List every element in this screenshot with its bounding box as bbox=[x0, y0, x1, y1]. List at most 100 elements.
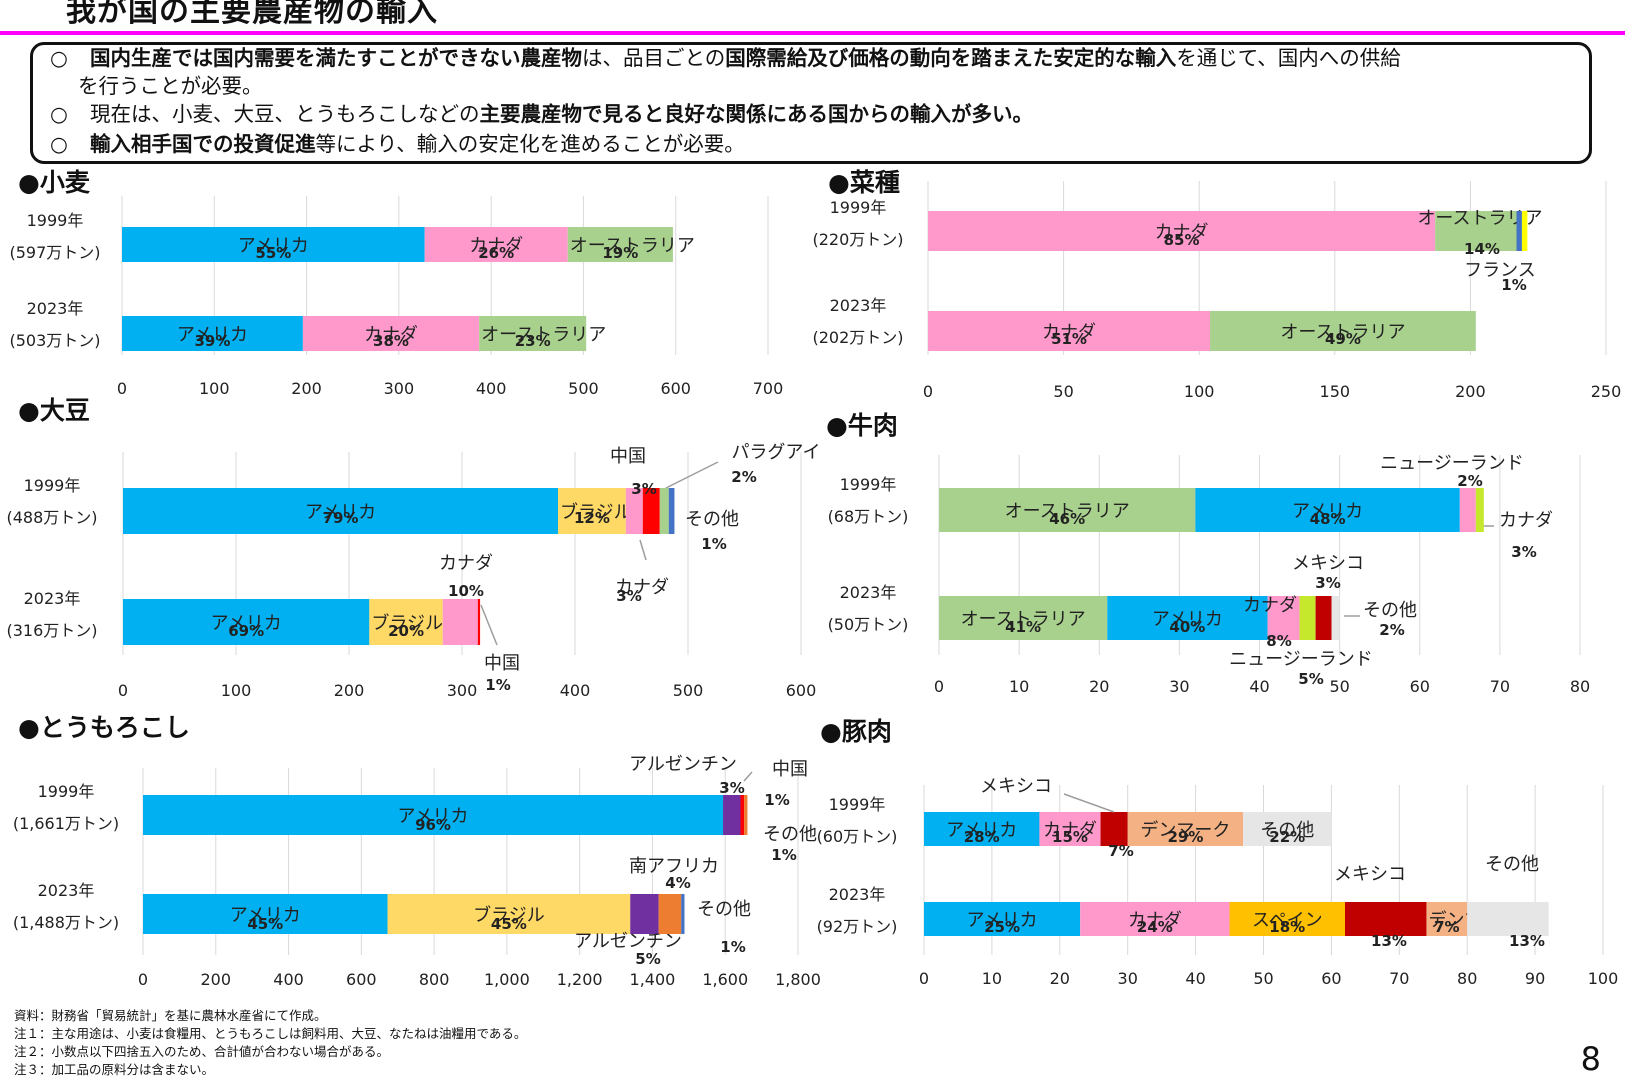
summary-line: ○ 輸入相手国での投資促進等により、輸入の安定化を進めることが必要。 bbox=[50, 130, 745, 158]
row-total-label: (68万トン) bbox=[828, 507, 909, 526]
tick-label: 300 bbox=[447, 681, 478, 700]
segment-name-label: メキシコ bbox=[980, 776, 1052, 797]
tick-label: 0 bbox=[117, 379, 127, 398]
segment-pct-label: 49% bbox=[1325, 330, 1361, 348]
leader-line bbox=[639, 539, 647, 561]
row-total-label: (597万トン) bbox=[9, 243, 100, 262]
segment-pct-label: 7% bbox=[1434, 918, 1459, 936]
segment-pct-label: 1% bbox=[771, 846, 796, 864]
segment-name-label: その他 bbox=[763, 824, 817, 845]
segment-pct-label: 45% bbox=[247, 915, 283, 933]
tick-label: 250 bbox=[1591, 382, 1622, 401]
bar-segment bbox=[1100, 812, 1128, 846]
segment-pct-label: 29% bbox=[1167, 828, 1203, 846]
bar-segment bbox=[1315, 596, 1332, 640]
tick-label: 90 bbox=[1525, 969, 1545, 988]
row-year-label: 2023年 bbox=[38, 881, 95, 900]
row-year-label: 1999年 bbox=[840, 475, 897, 494]
bar-segment bbox=[1435, 211, 1517, 251]
segment-name-label: カナダ bbox=[469, 236, 523, 257]
segment-name-label: オーストラリア bbox=[481, 325, 606, 346]
segment-pct-label: 15% bbox=[1052, 828, 1088, 846]
segment-name-label: アメリカ bbox=[397, 806, 468, 827]
bar-segment bbox=[744, 795, 748, 835]
row-year-label: 1999年 bbox=[24, 476, 81, 495]
segment-name-label: アルゼンチン bbox=[629, 754, 737, 775]
notes: 資料：財務省「貿易統計」を基に農林水産省にて作成。 注１：主な用途は、小麦は食糧… bbox=[14, 1007, 526, 1079]
segment-pct-label: 26% bbox=[478, 244, 514, 262]
segment-pct-label: 28% bbox=[964, 828, 1000, 846]
bar-segment bbox=[387, 894, 631, 934]
bar-segment bbox=[1229, 902, 1345, 936]
tick-label: 30 bbox=[1118, 969, 1138, 988]
tick-label: 20 bbox=[1089, 677, 1109, 696]
segment-name-label: アメリカ bbox=[1152, 609, 1223, 630]
row-year-label: 1999年 bbox=[830, 198, 887, 217]
segment-name-label: メキシコ bbox=[1334, 864, 1406, 885]
bar-segment bbox=[1039, 812, 1101, 846]
bar-segment bbox=[122, 316, 303, 351]
segment-name-label: パラグアイ bbox=[731, 442, 820, 463]
tick-label: 700 bbox=[753, 379, 784, 398]
bar-segment bbox=[302, 316, 480, 351]
segment-name-label: カナダ bbox=[1499, 510, 1553, 531]
tick-label: 50 bbox=[1253, 969, 1273, 988]
segment-pct-label: 2% bbox=[1379, 621, 1404, 639]
segment-pct-label: 3% bbox=[1315, 574, 1340, 592]
segment-pct-label: 45% bbox=[491, 915, 527, 933]
leader-line bbox=[665, 461, 719, 489]
row-year-label: 1999年 bbox=[27, 211, 84, 230]
bar-segment bbox=[1426, 902, 1468, 936]
bar-segment bbox=[1521, 211, 1528, 251]
segment-pct-label: 1% bbox=[764, 791, 789, 809]
segment-pct-label: 5% bbox=[635, 950, 660, 968]
bar-segment bbox=[558, 488, 626, 534]
segment-name-label: ブラジル bbox=[473, 904, 545, 926]
tick-label: 500 bbox=[673, 681, 704, 700]
row-year-label: 1999年 bbox=[829, 795, 886, 814]
segment-name-label: オーストラリア bbox=[961, 609, 1086, 630]
row-total-label: (92万トン) bbox=[817, 917, 898, 936]
segment-pct-label: 3% bbox=[1511, 543, 1536, 561]
chart-title: ●豚肉 bbox=[820, 717, 892, 746]
tick-label: 80 bbox=[1457, 969, 1477, 988]
tick-label: 40 bbox=[1249, 677, 1269, 696]
tick-label: 0 bbox=[923, 382, 933, 401]
bar-segment bbox=[143, 894, 388, 934]
tick-label: 200 bbox=[334, 681, 365, 700]
bar-segment bbox=[924, 902, 1081, 936]
bar-segment bbox=[1299, 596, 1316, 640]
tick-label: 40 bbox=[1185, 969, 1205, 988]
row-total-label: (202万トン) bbox=[812, 328, 903, 347]
row-total-label: (60万トン) bbox=[817, 827, 898, 846]
tick-label: 200 bbox=[201, 970, 232, 989]
segment-name-label: アルゼンチン bbox=[574, 931, 682, 952]
bullet-mark: ○ bbox=[50, 102, 68, 126]
row-total-label: (316万トン) bbox=[6, 621, 97, 640]
segment-name-label: スペイン bbox=[1252, 910, 1323, 931]
bar-segment bbox=[424, 227, 568, 262]
tick-label: 20 bbox=[1050, 969, 1070, 988]
segment-name-label: フランス bbox=[1464, 260, 1536, 281]
segment-name-label: オーストラリア bbox=[570, 236, 695, 257]
tick-label: 1,600 bbox=[702, 970, 748, 989]
tick-label: 600 bbox=[346, 970, 377, 989]
segment-pct-label: 85% bbox=[1164, 231, 1200, 249]
summary-line: ○ 国内生産では国内需要を満たすことができない農産物は、品目ごとの国際需給及び価格… bbox=[50, 44, 1401, 72]
bar-segment bbox=[723, 795, 741, 835]
chart-title: ●菜種 bbox=[828, 168, 900, 197]
segment-name-label: デンマーク bbox=[1140, 820, 1230, 841]
segment-pct-label: 3% bbox=[616, 587, 641, 605]
bullet-mark: ○ bbox=[50, 46, 68, 70]
bar-segment bbox=[740, 795, 745, 835]
bar-segment bbox=[681, 894, 685, 934]
tick-label: 1,400 bbox=[630, 970, 676, 989]
segment-name-label: アメリカ bbox=[230, 905, 301, 926]
summary-emphasis: 国内生産では国内需要を満たすことができない農産物 bbox=[90, 46, 582, 70]
title-rule bbox=[0, 31, 1625, 35]
tick-label: 400 bbox=[476, 379, 507, 398]
bar-segment bbox=[123, 599, 370, 645]
tick-label: 150 bbox=[1320, 382, 1351, 401]
segment-pct-label: 1% bbox=[485, 676, 510, 694]
segment-pct-label: 69% bbox=[228, 622, 264, 640]
